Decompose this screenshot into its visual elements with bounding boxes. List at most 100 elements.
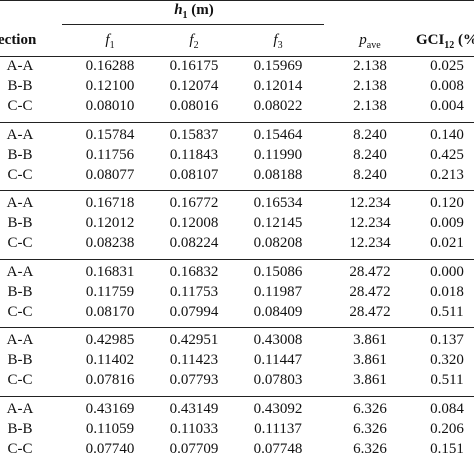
value-cell: 6.326 <box>353 400 387 417</box>
header-subscript: 1 <box>182 10 188 21</box>
value-cell: 0.12100 <box>85 78 135 94</box>
value-cell: 28.472 <box>349 303 391 320</box>
value-cell: 0.11756 <box>85 146 135 163</box>
value-cell: 0.16718 <box>85 195 135 211</box>
section-label: C-C <box>7 372 33 388</box>
value-cell: 2.138 <box>353 98 387 114</box>
value-cell: 0.11423 <box>169 352 219 368</box>
value-cell: 0.213 <box>430 166 464 183</box>
value-cell: 0.08188 <box>253 166 303 183</box>
header-subscript: 3 <box>277 40 283 51</box>
header-symbol: GCI <box>415 32 445 48</box>
value-cell: 8.240 <box>353 166 387 183</box>
section-label: C-C <box>7 440 33 457</box>
value-cell: 0.11033 <box>169 420 219 437</box>
value-cell: 0.11402 <box>85 352 135 368</box>
value-cell: 0.07709 <box>169 440 219 457</box>
section-label: A-A <box>6 263 34 280</box>
value-cell: 0.16831 <box>85 263 135 280</box>
section-label: B-B <box>7 78 33 94</box>
value-cell: 0.08238 <box>85 235 135 251</box>
value-cell: 0.07748 <box>253 440 303 457</box>
value-cell: 0.43008 <box>253 332 303 348</box>
section-label: B-B <box>7 352 33 368</box>
value-cell: 0.15837 <box>169 126 219 143</box>
header-subscript: 12 <box>444 40 455 51</box>
group-rule <box>0 258 474 260</box>
value-cell: 0.511 <box>430 303 464 320</box>
value-cell: 0.08022 <box>253 98 303 114</box>
section-label: A-A <box>6 58 34 74</box>
value-cell: 0.08224 <box>169 235 219 251</box>
value-cell: 0.16534 <box>253 195 303 211</box>
header-f1: f1 <box>105 31 115 51</box>
value-cell: 0.43149 <box>169 400 219 417</box>
value-cell: 0.018 <box>430 283 464 300</box>
section-label: B-B <box>7 146 33 163</box>
section-label: B-B <box>7 215 33 231</box>
value-cell: 0.12145 <box>253 215 303 231</box>
value-cell: 0.08010 <box>85 98 135 114</box>
value-cell: 0.025 <box>430 58 464 74</box>
value-cell: 0.11753 <box>169 283 219 300</box>
section-label: B-B <box>7 283 33 300</box>
value-cell: 0.07816 <box>85 372 135 388</box>
top-rule <box>0 0 474 1</box>
section-label: C-C <box>7 166 33 183</box>
value-cell: 6.326 <box>353 420 387 437</box>
value-cell: 0.15086 <box>253 263 303 280</box>
section-label: A-A <box>6 195 34 211</box>
value-cell: 0.11843 <box>169 146 219 163</box>
value-cell: 0.42951 <box>169 332 219 348</box>
value-cell: 0.16772 <box>169 195 219 211</box>
value-cell: 0.11759 <box>85 283 135 300</box>
value-cell: 0.16832 <box>169 263 219 280</box>
header-section: ection <box>0 32 37 48</box>
value-cell: 0.16175 <box>169 58 219 74</box>
value-cell: 0.07994 <box>169 303 219 320</box>
value-cell: 0.15969 <box>253 58 303 74</box>
value-cell: 12.234 <box>349 195 391 211</box>
section-label: B-B <box>7 420 33 437</box>
group-rule <box>0 190 474 191</box>
value-cell: 0.08077 <box>85 166 135 183</box>
value-cell: 0.08016 <box>169 98 219 114</box>
value-cell: 12.234 <box>349 235 391 251</box>
value-cell: 3.861 <box>353 372 387 388</box>
group-rule <box>0 121 474 123</box>
header-subscript: 2 <box>193 40 199 51</box>
value-cell: 28.472 <box>349 283 391 300</box>
value-cell: 0.07803 <box>253 372 303 388</box>
value-cell: 0.11990 <box>253 146 303 163</box>
header-symbol: h <box>174 2 183 18</box>
header-subscript: 1 <box>109 40 115 51</box>
value-cell: 0.137 <box>430 332 464 348</box>
value-cell: 0.021 <box>430 235 464 251</box>
value-cell: 0.140 <box>430 126 464 143</box>
value-cell: 0.08208 <box>253 235 303 251</box>
value-cell: 0.151 <box>430 440 464 457</box>
header-symbol: f <box>189 32 194 48</box>
header-f2: f2 <box>189 31 199 51</box>
header-unit: (m) <box>187 2 214 18</box>
header-height: h1 (m) <box>174 1 214 21</box>
group-rule <box>0 327 474 328</box>
value-cell: 0.15784 <box>85 126 135 143</box>
value-cell: 0.511 <box>430 372 464 388</box>
value-cell: 28.472 <box>349 263 391 280</box>
group-rule <box>0 395 474 397</box>
value-cell: 0.425 <box>430 146 464 163</box>
section-label: C-C <box>7 303 33 320</box>
section-label: A-A <box>6 126 34 143</box>
section-label: C-C <box>7 98 33 114</box>
value-cell: 0.12074 <box>169 78 219 94</box>
value-cell: 6.326 <box>353 440 387 457</box>
value-cell: 0.43169 <box>85 400 135 417</box>
header-pave: pave <box>359 31 380 51</box>
value-cell: 0.15464 <box>253 126 303 143</box>
value-cell: 8.240 <box>353 146 387 163</box>
group-rule <box>62 24 324 25</box>
value-cell: 0.08107 <box>169 166 219 183</box>
value-cell: 0.43092 <box>253 400 303 417</box>
